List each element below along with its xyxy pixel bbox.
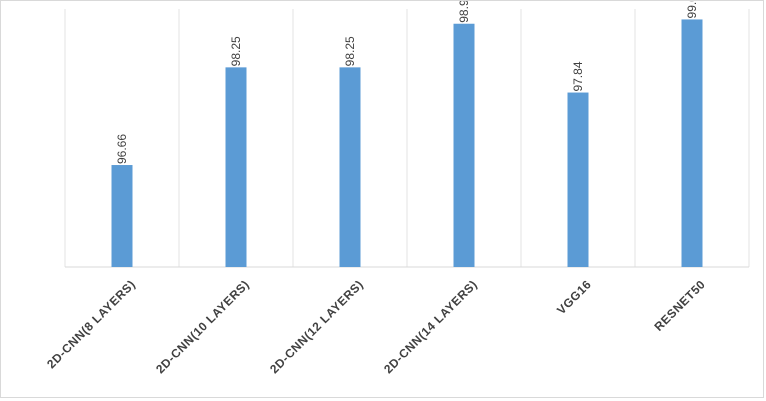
data-label: 98.96 (457, 1, 471, 23)
x-tick-label: RESNET50 (652, 277, 709, 334)
x-tick-label: 2D-CNN(14 LAYERS) (381, 277, 480, 376)
x-tick-label: 2D-CNN(8 LAYERS) (44, 277, 138, 371)
bar (339, 67, 361, 267)
x-tick-label: 2D-CNN(12 LAYERS) (267, 277, 366, 376)
data-label-layer: 96.66 98.25 98.25 98.96 97.84 99.03 (115, 1, 699, 164)
grid-layer (64, 9, 750, 268)
data-label: 98.25 (343, 36, 357, 66)
x-tick-label: 2D-CNN(10 LAYERS) (153, 277, 252, 376)
data-label: 99.03 (685, 1, 699, 18)
bar-layer (111, 19, 703, 268)
data-label: 98.25 (229, 36, 243, 66)
x-tick-layer: 2D-CNN(8 LAYERS) 2D-CNN(10 LAYERS) 2D-CNN(… (44, 277, 708, 376)
bar (681, 19, 703, 268)
bar (567, 92, 589, 268)
bar (225, 67, 247, 267)
bar (111, 165, 133, 267)
data-label: 97.84 (571, 61, 585, 91)
bar (453, 23, 475, 267)
x-tick-label: VGG16 (554, 277, 594, 317)
data-label: 96.66 (115, 134, 129, 164)
